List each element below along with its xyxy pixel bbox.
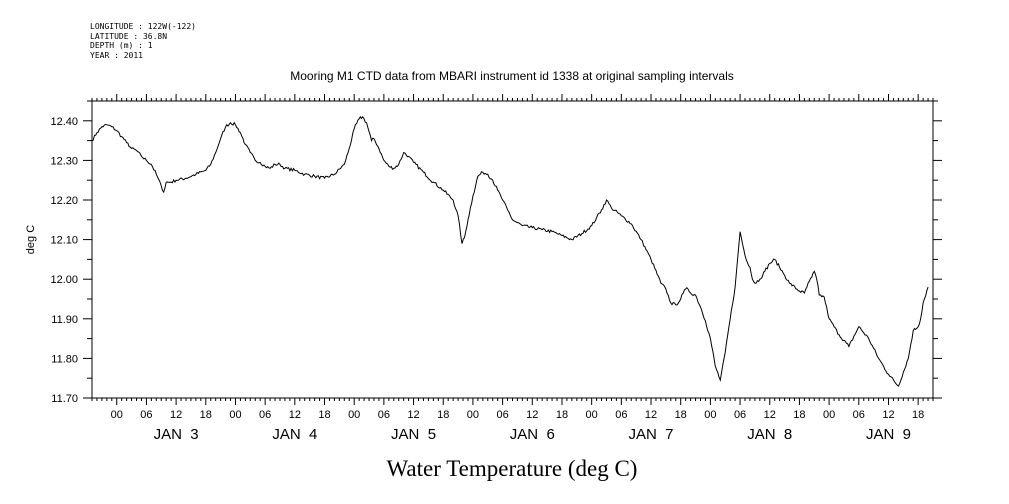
day-label: JAN 8: [747, 426, 792, 443]
x-tick-label: 00: [229, 409, 241, 421]
y-tick-label: 12.40: [50, 116, 78, 128]
y-tick-label: 11.90: [51, 314, 78, 326]
x-tick-label: 06: [853, 409, 865, 421]
day-label: JAN 4: [272, 426, 317, 443]
x-tick-label: 12: [764, 409, 776, 421]
x-tick-label: 12: [882, 409, 894, 421]
x-tick-label: 06: [496, 409, 508, 421]
x-tick-label: 18: [675, 409, 687, 421]
x-tick-label: 12: [407, 409, 419, 421]
x-tick-label: 12: [526, 409, 538, 421]
series-line: [91, 115, 929, 387]
y-tick-labels: 12.40 12.30 12.20 12.10 12.00 11.90 11.80 11.70: [50, 116, 78, 405]
x-tick-label: 12: [170, 409, 182, 421]
year-label: YEAR : 2011: [90, 50, 143, 60]
day-label: JAN 6: [510, 426, 555, 443]
x-tick-label: 06: [378, 409, 390, 421]
x-tick-label: 00: [467, 409, 479, 421]
x-tick-label: 06: [140, 409, 152, 421]
y-tick-label: 11.80: [51, 353, 78, 365]
x-tick-label: 06: [259, 409, 271, 421]
day-label: JAN 5: [391, 426, 436, 443]
x-tick-label: 00: [111, 409, 123, 421]
day-label: JAN 9: [866, 426, 911, 443]
y-tick-label: 12.10: [50, 235, 78, 247]
y-axis-label: deg C: [25, 225, 37, 254]
tick-marks: [83, 94, 942, 405]
metadata-block: LONGITUDE : 122W(-122) LATITUDE : 36.8N …: [90, 22, 196, 60]
day-labels: JAN 3 JAN 4 JAN 5 JAN 6 JAN 7 JAN 8 JAN 9: [154, 426, 911, 443]
x-tick-label: 06: [734, 409, 746, 421]
x-tick-label: 18: [437, 409, 449, 421]
day-label: JAN 3: [154, 426, 199, 443]
x-axis-label: Water Temperature (deg C): [387, 456, 638, 481]
x-tick-label: 18: [793, 409, 805, 421]
y-tick-label: 12.30: [50, 155, 78, 167]
x-tick-label: 06: [615, 409, 627, 421]
depth-label: DEPTH (m) : 1: [90, 41, 153, 50]
chart-title: Mooring M1 CTD data from MBARI instrumen…: [290, 69, 734, 83]
longitude-label: LONGITUDE : 122W(-122): [90, 22, 196, 31]
x-tick-label: 00: [586, 409, 598, 421]
x-tick-label: 12: [289, 409, 301, 421]
x-tick-label: 18: [556, 409, 568, 421]
x-tick-label: 12: [645, 409, 657, 421]
y-tick-label: 12.20: [50, 195, 78, 207]
y-tick-label: 11.70: [51, 393, 78, 405]
x-tick-label: 18: [200, 409, 212, 421]
x-tick-label: 18: [318, 409, 330, 421]
x-tick-label: 00: [348, 409, 360, 421]
x-tick-label: 18: [912, 409, 924, 421]
y-tick-label: 12.00: [50, 274, 78, 286]
x-tick-label: 00: [704, 409, 716, 421]
x-tick-label: 00: [823, 409, 835, 421]
latitude-label: LATITUDE : 36.8N: [90, 31, 168, 41]
day-label: JAN 7: [629, 426, 674, 443]
x-tick-labels: 00 06 12 18 00 06 12 18 00 06 12 18 00 06 12 18 00 06 12 18…: [111, 409, 925, 421]
